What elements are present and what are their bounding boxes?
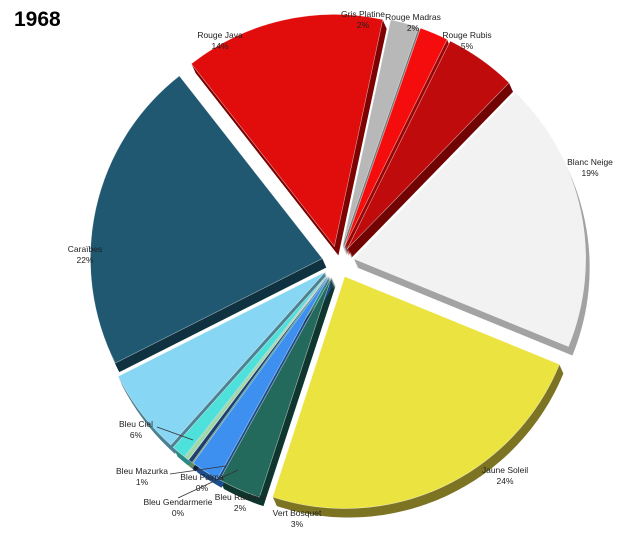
slice-value-label: 2% <box>234 503 247 513</box>
pie-slice-jaune-soleil <box>272 276 560 509</box>
pie-slice-rouge-rubis <box>346 40 510 250</box>
slice-value-label: 3% <box>291 519 304 529</box>
pie-slice-rouge-madras <box>343 27 448 248</box>
slice-label: Gris Platine <box>341 9 385 19</box>
slice-label: Jaune Soleil <box>482 465 528 475</box>
chart-title: 1968 <box>14 8 61 31</box>
leader-line <box>169 465 227 475</box>
slice-value-label: 1% <box>136 477 149 487</box>
slice-label: Bleu Mazurka <box>116 466 168 476</box>
pie-slice-bleu-mazurka <box>172 274 328 458</box>
slice-value-label: 19% <box>581 168 598 178</box>
leader-line <box>156 426 194 441</box>
pie-slice-cara-bes <box>90 75 323 364</box>
slice-label: Rouge Madras <box>385 12 441 22</box>
slice-label: Bleu Gendarmerie <box>144 497 213 507</box>
slice-value-label: 22% <box>76 255 93 265</box>
slice-value-label: 0% <box>172 508 185 518</box>
slice-value-label: 0% <box>196 483 209 493</box>
pie-slice-bleu-gendarmerie <box>188 274 329 463</box>
slice-label: Bleu Palma <box>180 472 224 482</box>
slice-value-label: 5% <box>461 41 474 51</box>
slice-value-label: 6% <box>130 430 143 440</box>
slice-label: Caraïbes <box>68 244 103 254</box>
leader-line <box>177 469 239 499</box>
pie-slice-blanc-neige <box>353 92 586 347</box>
pie-slice-bleu-radieux <box>192 275 330 480</box>
slice-value-label: 24% <box>496 476 513 486</box>
slice-label: Rouge Rubis <box>442 30 491 40</box>
slice-label: Blanc Neige <box>567 157 613 167</box>
pie-slice-bleu-palma <box>184 274 329 461</box>
pie-slice-bleu-ciel <box>117 271 326 446</box>
slice-label: Vert Bosquet <box>273 508 322 518</box>
slice-value-label: 2% <box>357 20 370 30</box>
slice-label: Bleu Ciel <box>119 419 153 429</box>
slice-label: Bleu Radieux <box>215 492 266 502</box>
slice-value-label: 2% <box>407 23 420 33</box>
pie-slice-vert-bosquet <box>219 276 332 498</box>
slice-label: Rouge Java <box>197 30 243 40</box>
slice-value-label: 14% <box>211 41 228 51</box>
pie-slice-gris-platine <box>342 19 419 247</box>
pie-slice-rouge-java <box>190 14 384 248</box>
